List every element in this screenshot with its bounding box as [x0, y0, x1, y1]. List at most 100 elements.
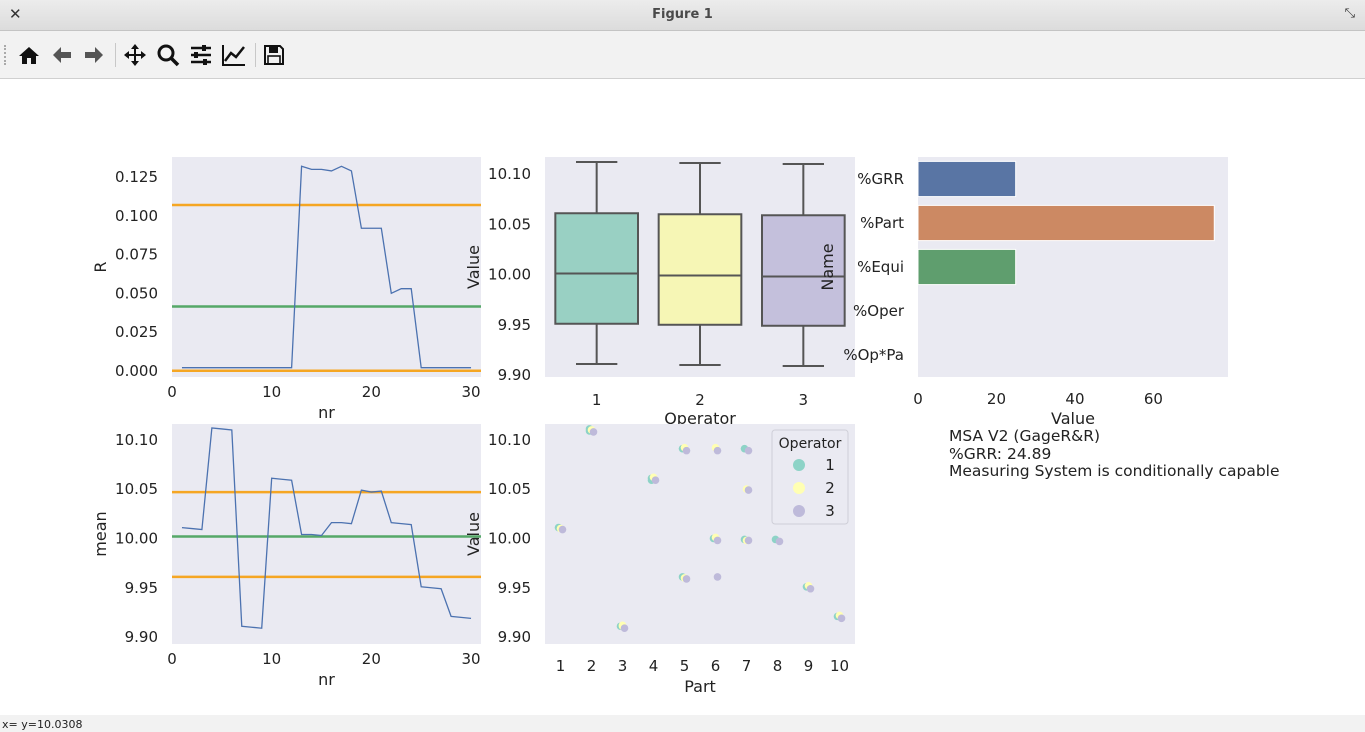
mean-chart-xtick-label: 30	[461, 650, 480, 668]
operator-box-ylabel: Value	[464, 245, 483, 289]
operator-box-xtick-label: 1	[592, 391, 602, 409]
mean-chart-ytick-label: 10.10	[115, 431, 158, 449]
part-scatter-point-op3	[558, 525, 567, 534]
range-chart-ytick-label: 0.125	[115, 168, 158, 186]
grr-bar-xtick-label: 40	[1065, 390, 1084, 408]
part-scatter-ytick-label: 9.90	[498, 628, 531, 646]
zoom-icon[interactable]	[154, 41, 182, 69]
range-chart-xtick-label: 20	[362, 383, 381, 401]
part-scatter-legend-label: 3	[825, 502, 835, 520]
range-chart-xtick-label: 0	[167, 383, 177, 401]
operator-box-ytick-label: 10.05	[488, 215, 531, 233]
grr-bar-ylabel: Name	[818, 243, 837, 290]
range-chart-ytick-label: 0.075	[115, 246, 158, 264]
grr-bar-xlabel: Value	[1051, 409, 1095, 428]
close-icon[interactable]: ✕	[9, 5, 22, 23]
part-scatter-point-op3	[651, 476, 660, 485]
range-chart-ytick-label: 0.050	[115, 284, 158, 302]
mean-chart-xtick-label: 10	[262, 650, 281, 668]
mean-chart-axes	[172, 424, 481, 644]
grr-bar-bar	[917, 248, 1017, 286]
save-icon[interactable]	[260, 41, 288, 69]
edit-axis-icon[interactable]	[220, 41, 248, 69]
range-chart-xtick-label: 30	[461, 383, 480, 401]
part-scatter-point-op3	[775, 537, 784, 546]
restore-icon[interactable]: ⤡	[1344, 6, 1355, 21]
part-scatter-point-op3	[589, 428, 598, 436]
part-scatter-ytick-label: 10.05	[488, 480, 531, 498]
part-scatter-point-op3	[682, 575, 691, 583]
mean-chart-xlabel: nr	[318, 670, 335, 689]
info-line-grr: %GRR: 24.89	[949, 444, 1052, 463]
part-scatter-xtick-label: 9	[804, 657, 814, 675]
grr-bar-bar	[917, 160, 1017, 198]
part-scatter-ytick-label: 10.10	[488, 431, 531, 449]
part-scatter-point-op3	[713, 536, 722, 545]
info-line-verdict: Measuring System is conditionally capabl…	[949, 462, 1280, 480]
part-scatter-legend-marker	[793, 459, 805, 471]
home-icon[interactable]	[15, 41, 43, 69]
part-scatter-point-op3	[682, 446, 691, 455]
operator-box-ytick-label: 10.00	[488, 266, 531, 284]
operator-box-box	[761, 214, 846, 327]
pan-icon[interactable]	[121, 41, 149, 69]
grr-bar-ytick-label: %Op*Pa	[843, 346, 904, 364]
grr-bar-ytick-label: %Oper	[853, 302, 905, 320]
part-scatter-xtick-label: 2	[587, 657, 597, 675]
part-scatter-point-op3	[620, 624, 629, 633]
status-bar: x= y=10.0308	[0, 715, 1365, 732]
mean-chart-xtick-label: 0	[167, 650, 177, 668]
mean-chart-ytick-label: 10.00	[115, 529, 158, 547]
part-scatter-xtick-label: 3	[618, 657, 628, 675]
part-scatter-legend-marker	[793, 505, 805, 517]
range-chart-xtick-label: 10	[262, 383, 281, 401]
back-icon[interactable]	[48, 41, 76, 69]
operator-box-box	[657, 213, 743, 326]
part-scatter-legend-title: Operator	[779, 436, 842, 452]
coordinate-readout: x= y=10.0308	[2, 718, 83, 731]
part-scatter-point-op3	[806, 584, 815, 593]
range-chart-ylabel: R	[91, 261, 110, 272]
window-titlebar: ✕ Figure 1 ⤡	[0, 0, 1365, 31]
operator-box-ytick-label: 10.10	[488, 165, 531, 183]
window-title: Figure 1	[652, 7, 713, 22]
part-scatter-xtick-label: 7	[742, 657, 752, 675]
figure-canvas[interactable]: 0.000 0.025 0.050 0.075 0.100 0.125 0 10 20 30 nr R…	[0, 79, 1365, 715]
part-scatter-point-op3	[837, 614, 846, 623]
grr-bar-bar	[917, 204, 1215, 242]
part-scatter-legend-label: 1	[825, 456, 835, 474]
operator-box-ytick-label: 9.95	[498, 316, 531, 334]
mean-chart-ytick-label: 10.05	[115, 480, 158, 498]
part-scatter-ytick-label: 9.95	[498, 579, 531, 597]
part-scatter-xlabel: Part	[684, 677, 716, 696]
range-chart-ytick-label: 0.000	[115, 362, 158, 380]
forward-icon[interactable]	[80, 41, 108, 69]
part-scatter-xtick-label: 5	[680, 657, 690, 675]
configure-icon[interactable]	[187, 41, 215, 69]
operator-box-xlabel: Operator	[664, 409, 736, 428]
part-scatter-xtick-label: 4	[649, 657, 659, 675]
mean-chart-ytick-label: 9.95	[125, 579, 158, 597]
operator-box-box	[554, 212, 639, 325]
operator-box-xtick-label: 2	[695, 391, 705, 409]
part-scatter-point-op3	[713, 446, 722, 455]
grr-bar-xtick-label: 0	[913, 390, 923, 408]
part-scatter-xtick-label: 8	[773, 657, 783, 675]
part-scatter-point-op3	[744, 446, 753, 455]
part-scatter-point-op3	[744, 486, 753, 494]
operator-box-ytick-label: 9.90	[498, 366, 531, 384]
toolbar	[0, 31, 1365, 79]
part-scatter-legend-marker	[793, 482, 805, 494]
range-chart-axes	[172, 157, 481, 377]
toolbar-separator	[115, 43, 116, 67]
range-chart-series-line	[181, 165, 472, 369]
mean-chart-ytick-label: 9.90	[125, 628, 158, 646]
range-chart-ytick-label: 0.100	[115, 207, 158, 225]
operator-box-xtick-label: 3	[799, 391, 809, 409]
part-scatter-xtick-label: 10	[830, 657, 849, 675]
info-line-title: MSA V2 (GageR&R)	[949, 427, 1101, 445]
part-scatter-legend-label: 2	[825, 479, 835, 497]
part-scatter-xtick-label: 1	[556, 657, 566, 675]
part-scatter-point-op3	[744, 536, 753, 545]
